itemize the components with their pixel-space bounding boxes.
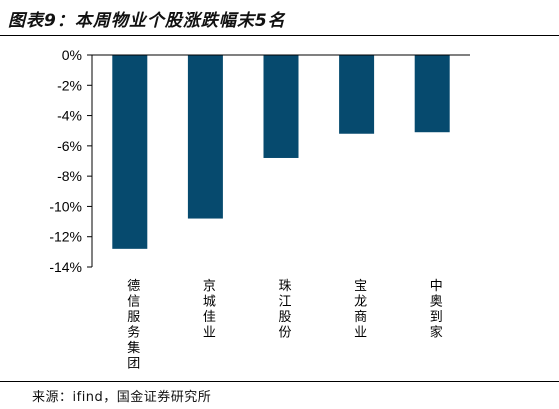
source-note: 来源：ifind，国金证券研究所: [32, 390, 212, 405]
x-tick-label: 中奥到家: [430, 279, 443, 341]
y-tick-label: -12%: [49, 229, 82, 245]
x-tick-label: 珠江股份: [278, 279, 291, 341]
y-tick-label: -10%: [49, 198, 82, 214]
bar: [187, 55, 223, 219]
y-tick-label: -4%: [57, 108, 82, 124]
y-tick-label: -6%: [57, 138, 82, 154]
x-tick-label: 德信服务集团: [127, 279, 140, 372]
y-tick-label: -8%: [57, 168, 82, 184]
footer: 来源：ifind，国金证券研究所: [0, 381, 559, 409]
y-tick-label: 0%: [62, 47, 82, 63]
bar: [339, 55, 375, 134]
y-tick-label: -14%: [49, 259, 82, 275]
bar-chart: 0% -2% -4% -6% -8% -10% -12% -14% 德信服务集团 京城佳业 珠江股份…: [49, 47, 470, 372]
bar: [112, 55, 148, 249]
x-tick-label: 宝龙商业: [354, 279, 367, 341]
x-tick-label: 京城佳业: [203, 279, 216, 341]
bar: [263, 55, 299, 158]
bar: [414, 55, 450, 133]
y-tick-label: -2%: [57, 77, 82, 93]
chart-title: 图表9：本周物业个股涨跌幅末5名: [8, 11, 286, 31]
title-bar: 图表9：本周物业个股涨跌幅末5名: [0, 0, 559, 36]
